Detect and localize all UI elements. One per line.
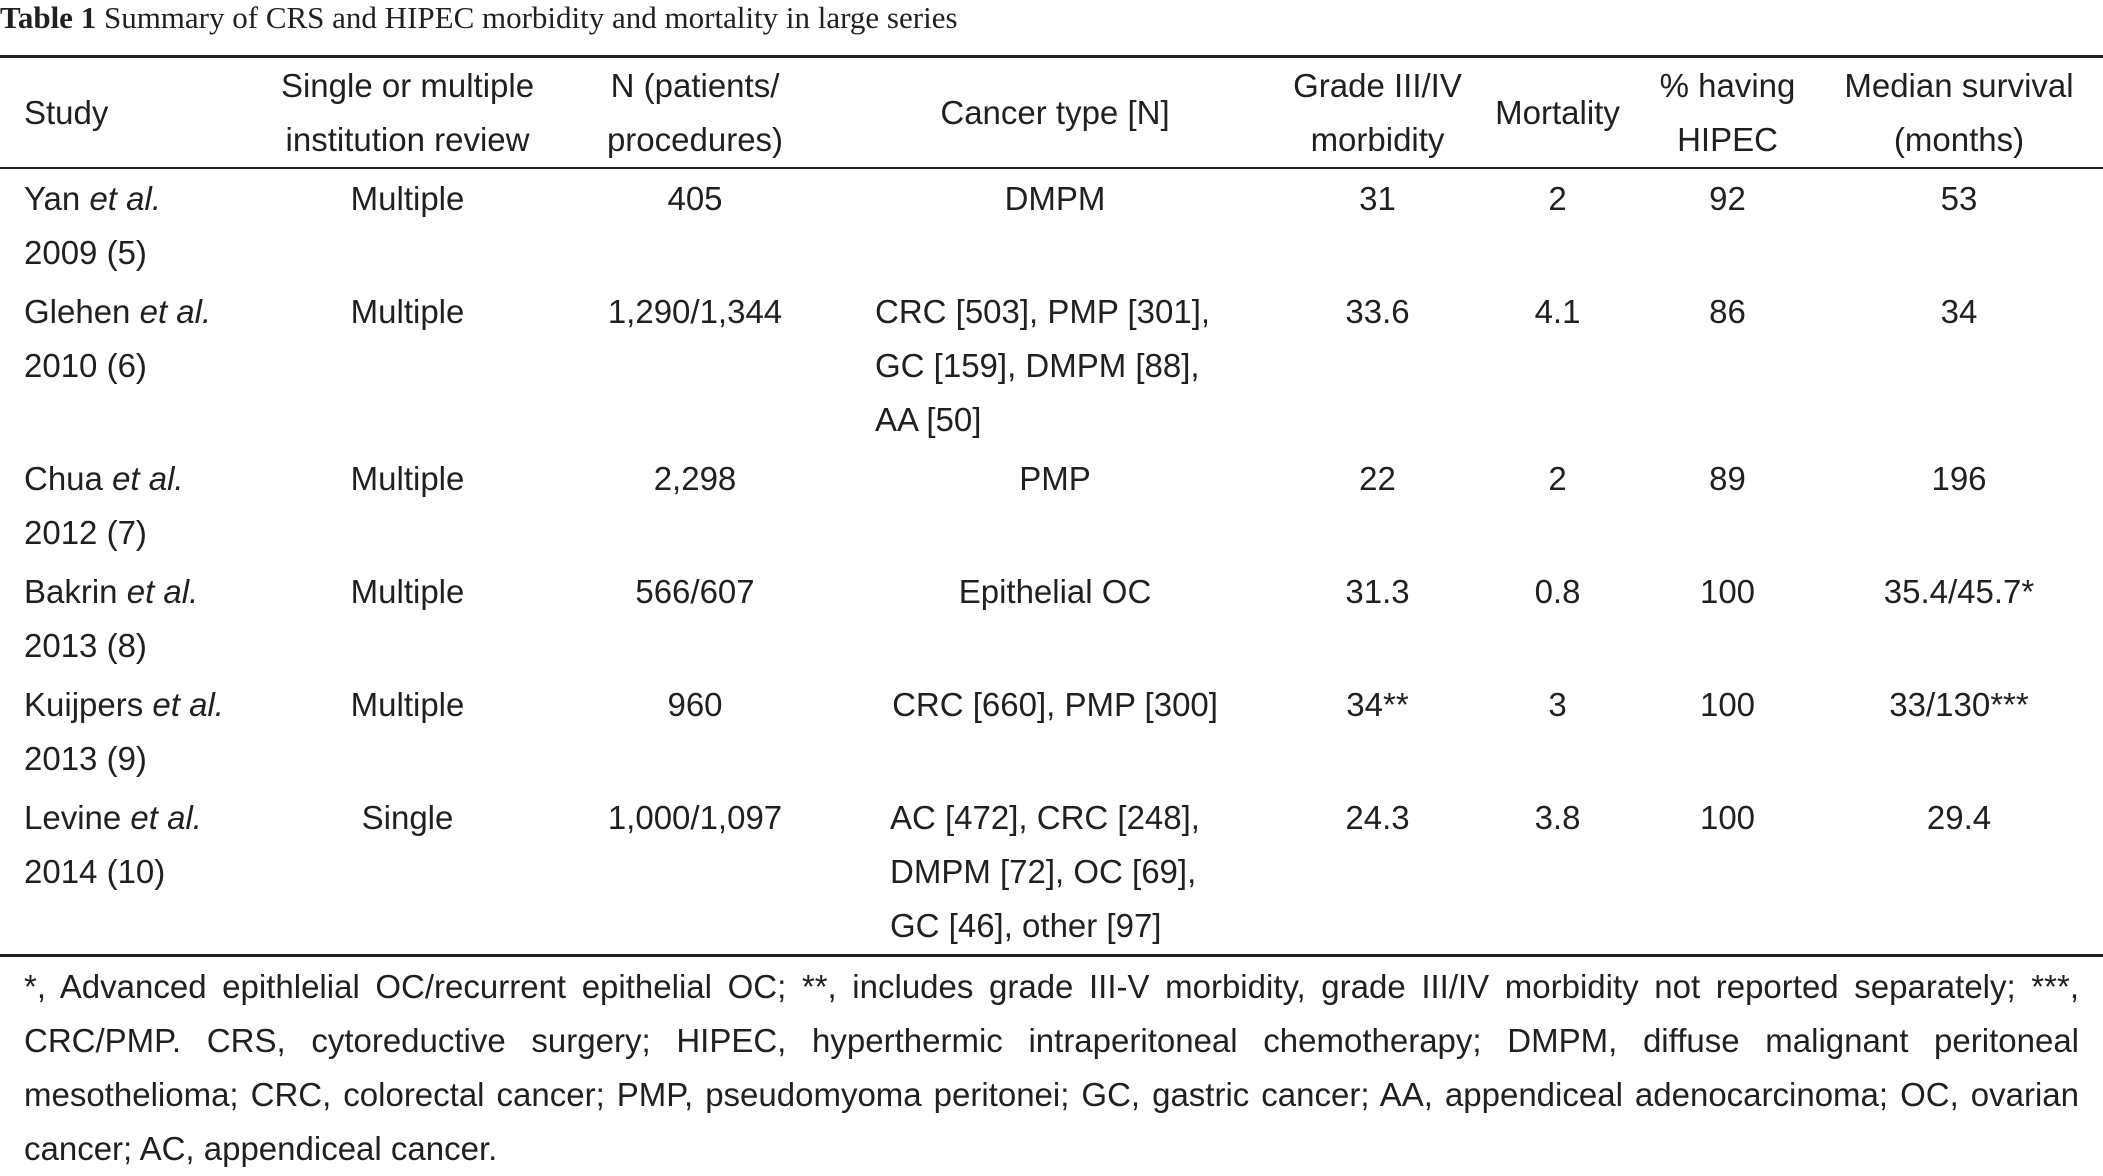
table-row: Yan et al. 2009 (5) Multiple 405 DMPM 31 2 92 53 xyxy=(0,169,2103,285)
column-header-morbidity: Grade III/IV morbidity xyxy=(1293,67,1462,158)
table-label: Table 1 xyxy=(0,0,97,35)
top-rule xyxy=(0,55,2103,58)
hipec-cell: 89 xyxy=(1709,460,1746,497)
survival-cell: 196 xyxy=(1931,460,1987,497)
table-title: Summary of CRS and HIPEC morbidity and m… xyxy=(103,0,958,35)
morbidity-cell: 33.6 xyxy=(1345,293,1410,330)
table-row: Chua et al. 2012 (7) Multiple 2,298 PMP 22 2 89… xyxy=(0,452,2103,565)
survival-cell: 33/130*** xyxy=(1889,686,2029,723)
survival-cell: 34 xyxy=(1940,293,1978,330)
study-et-al: et al. xyxy=(126,573,199,610)
cancer-type-text: CRC [503], PMP [301], GC [159], DMPM [88… xyxy=(875,293,1211,438)
mortality-cell: 0.8 xyxy=(1534,573,1581,610)
morbidity-cell: 34** xyxy=(1346,686,1409,723)
hipec-cell: 92 xyxy=(1709,180,1746,217)
mortality-cell: 2 xyxy=(1548,180,1567,217)
hipec-cell: 86 xyxy=(1709,293,1746,330)
institution-cell: Multiple xyxy=(350,180,465,217)
column-header-mortality: Mortality xyxy=(1495,94,1620,131)
study-author: Bakrin xyxy=(24,573,118,610)
study-author: Kuijpers xyxy=(24,686,144,723)
column-header-hipec: % having HIPEC xyxy=(1659,67,1796,158)
study-et-al: et al. xyxy=(139,293,212,330)
n-cell: 566/607 xyxy=(635,573,755,610)
cancer-type-text: AC [472], CRC [248], DMPM [72], OC [69],… xyxy=(890,799,1200,944)
cancer-type-text: PMP xyxy=(1019,460,1091,497)
survival-cell: 29.4 xyxy=(1926,799,1992,836)
mortality-cell: 2 xyxy=(1548,460,1567,497)
n-cell: 2,298 xyxy=(653,460,737,497)
survival-cell: 35.4/45.7* xyxy=(1883,573,2035,610)
study-year: 2010 (6) xyxy=(24,347,147,384)
mortality-cell: 3 xyxy=(1548,686,1567,723)
hipec-cell: 100 xyxy=(1699,686,1756,723)
n-cell: 960 xyxy=(667,686,723,723)
study-cell: Yan et al. 2009 (5) xyxy=(0,169,255,285)
study-year: 2012 (7) xyxy=(24,514,147,551)
column-header-n: N (patients/ procedures) xyxy=(606,67,784,158)
study-et-al: et al. xyxy=(130,799,202,836)
hipec-cell: 100 xyxy=(1699,573,1756,610)
cancer-type-cell: CRC [503], PMP [301], GC [159], DMPM [88… xyxy=(830,285,1280,452)
study-cell: Kuijpers et al. 2013 (9) xyxy=(0,678,255,791)
header-row: Study Single or multiple institution rev… xyxy=(0,57,2103,169)
study-year: 2013 (9) xyxy=(24,740,147,777)
study-et-al: et al. xyxy=(152,686,224,723)
cancer-type-cell: AC [472], CRC [248], DMPM [72], OC [69],… xyxy=(830,791,1280,958)
study-author: Yan xyxy=(24,180,81,217)
cancer-type-text: DMPM xyxy=(1004,180,1106,217)
cancer-type-text: CRC [660], PMP [300] xyxy=(892,686,1218,723)
header-rule xyxy=(0,167,2103,169)
study-et-al: et al. xyxy=(112,460,184,497)
morbidity-cell: 22 xyxy=(1359,460,1396,497)
n-cell: 1,000/1,097 xyxy=(607,799,783,836)
hipec-cell: 100 xyxy=(1699,799,1756,836)
table-footnote: *, Advanced epithlelial OC/recurrent epi… xyxy=(24,968,2079,1167)
study-year: 2009 (5) xyxy=(24,234,147,271)
study-author: Chua xyxy=(24,460,103,497)
table-row: Glehen et al. 2010 (6) Multiple 1,290/1,344… xyxy=(0,285,2103,452)
study-year: 2013 (8) xyxy=(24,627,147,664)
study-author: Glehen xyxy=(24,293,131,330)
mortality-cell: 4.1 xyxy=(1534,293,1581,330)
study-cell: Chua et al. 2012 (7) xyxy=(0,452,255,565)
morbidity-cell: 31.3 xyxy=(1345,573,1410,610)
table-caption: Table 1 Summary of CRS and HIPEC morbidi… xyxy=(0,0,958,36)
study-author: Levine xyxy=(24,799,122,836)
column-header-study: Study xyxy=(24,94,109,131)
column-header-survival: Median survival (months) xyxy=(1844,67,2074,158)
study-cell: Levine et al. 2014 (10) xyxy=(0,791,255,958)
mortality-cell: 3.8 xyxy=(1534,799,1581,836)
survival-cell: 53 xyxy=(1940,180,1978,217)
institution-cell: Multiple xyxy=(350,293,465,330)
morbidity-cell: 24.3 xyxy=(1345,799,1410,836)
institution-cell: Multiple xyxy=(350,460,465,497)
institution-cell: Multiple xyxy=(350,573,465,610)
study-cell: Glehen et al. 2010 (6) xyxy=(0,285,255,452)
table-row: Kuijpers et al. 2013 (9) Multiple 960 CRC [6… xyxy=(0,678,2103,791)
table-row: Bakrin et al. 2013 (8) Multiple 566/607 Epit… xyxy=(0,565,2103,678)
n-cell: 405 xyxy=(667,180,723,217)
bottom-rule xyxy=(0,954,2103,957)
study-et-al: et al. xyxy=(89,180,161,217)
institution-cell: Single xyxy=(361,799,454,836)
cancer-type-cell: PMP xyxy=(830,452,1280,565)
cancer-type-cell: DMPM xyxy=(830,169,1280,285)
institution-cell: Multiple xyxy=(350,686,465,723)
morbidity-cell: 31 xyxy=(1359,180,1396,217)
column-header-institution: Single or multiple institution review xyxy=(280,67,535,158)
table-row: Levine et al. 2014 (10) Single 1,000/1,097 A… xyxy=(0,791,2103,958)
study-year: 2014 (10) xyxy=(24,853,166,890)
cancer-type-text: Epithelial OC xyxy=(958,573,1152,610)
study-cell: Bakrin et al. 2013 (8) xyxy=(0,565,255,678)
column-header-cancer-type: Cancer type [N] xyxy=(940,94,1170,131)
morbidity-table: Study Single or multiple institution rev… xyxy=(0,57,2103,958)
cancer-type-cell: CRC [660], PMP [300] xyxy=(830,678,1280,791)
cancer-type-cell: Epithelial OC xyxy=(830,565,1280,678)
n-cell: 1,290/1,344 xyxy=(607,293,783,330)
